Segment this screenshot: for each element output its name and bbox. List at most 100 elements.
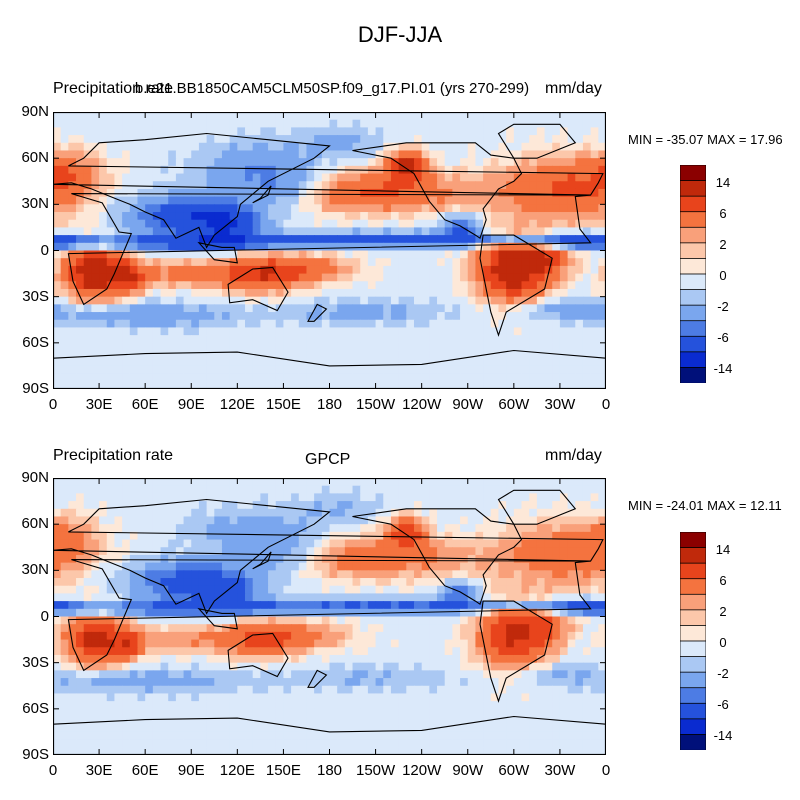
field-cell [168, 501, 177, 510]
field-cell [582, 485, 592, 494]
field-cell [275, 235, 285, 244]
field-cell [544, 624, 553, 633]
field-cell [390, 547, 400, 556]
field-cell [252, 685, 261, 695]
field-cell [383, 288, 392, 298]
field-cell [137, 242, 146, 252]
field-cell [83, 196, 92, 205]
field-cell [582, 327, 592, 336]
field-cell [221, 716, 231, 725]
field-cell [214, 601, 223, 610]
field-cell [60, 181, 69, 190]
field-cell [444, 708, 453, 718]
field-cell [367, 265, 377, 275]
field-cell [490, 708, 500, 718]
field-cell [91, 570, 100, 579]
field-cell [429, 127, 438, 136]
field-cell [129, 678, 139, 687]
field-cell [444, 662, 453, 671]
field-cell [91, 335, 100, 344]
field-cell [91, 235, 100, 244]
field-cell [268, 365, 277, 375]
field-cell [237, 327, 246, 336]
field-cell [76, 242, 85, 252]
field-cell [344, 708, 354, 718]
field-cell [398, 358, 407, 367]
field-cell [506, 204, 515, 213]
field-cell [221, 135, 231, 144]
field-cell [321, 227, 331, 236]
field-cell [513, 585, 523, 595]
field-cell [444, 188, 453, 198]
field-cell [298, 716, 308, 725]
field-cell [152, 585, 162, 595]
field-cell [490, 127, 500, 136]
field-cell [598, 235, 606, 244]
field-cell [398, 554, 407, 564]
field-cell [598, 608, 606, 618]
field-cell [106, 281, 116, 290]
panel2-left-title: Precipitation rate [53, 447, 174, 464]
field-cell [582, 165, 592, 175]
field-cell [521, 570, 530, 579]
field-cell [168, 250, 177, 259]
field-cell [529, 365, 538, 375]
field-cell [245, 188, 254, 198]
field-cell [467, 181, 477, 190]
field-cell [567, 242, 576, 252]
field-cell [298, 250, 308, 259]
field-cell [99, 678, 108, 687]
field-cell [367, 119, 377, 128]
field-cell [252, 150, 261, 159]
field-cell [229, 678, 238, 687]
field-cell [329, 319, 338, 329]
field-cell [175, 639, 185, 648]
field-cell [598, 227, 606, 236]
field-cell [152, 258, 162, 267]
field-cell [268, 724, 277, 733]
field-cell [206, 258, 215, 267]
field-cell [106, 165, 116, 175]
field-cell [452, 135, 461, 144]
field-cell [429, 654, 438, 664]
field-cell [160, 501, 169, 510]
field-cell [390, 624, 400, 633]
field-cell [152, 608, 162, 618]
field-cell [283, 639, 292, 648]
field-cell [114, 196, 123, 205]
field-cell [252, 250, 261, 259]
field-cell [475, 242, 484, 252]
field-cell [152, 493, 162, 502]
field-cell [314, 188, 323, 198]
field-cell [99, 265, 108, 275]
field-cell [291, 485, 300, 494]
field-cell [221, 616, 231, 625]
field-cell [513, 701, 523, 710]
field-cell [329, 381, 338, 389]
panel2-right-title: mm/day [545, 447, 602, 464]
field-cell [429, 678, 438, 687]
field-cell [413, 227, 423, 236]
field-cell [444, 624, 453, 633]
field-cell [452, 693, 461, 702]
field-cell [160, 693, 169, 702]
field-cell [306, 508, 315, 518]
field-cell [298, 531, 308, 541]
field-cell [575, 570, 584, 579]
field-cell [314, 678, 323, 687]
field-cell [245, 716, 254, 725]
field-cell [567, 662, 576, 671]
field-cell [191, 501, 200, 510]
field-cell [467, 373, 477, 382]
field-cell [68, 562, 77, 571]
field-cell [198, 670, 208, 679]
field-cell [268, 281, 277, 290]
field-cell [544, 158, 553, 167]
field-cell [229, 281, 238, 290]
field-cell [429, 516, 438, 525]
field-cell [83, 670, 92, 679]
field-cell [529, 227, 538, 236]
field-cell [114, 616, 123, 625]
field-cell [429, 242, 438, 252]
field-cell [452, 478, 461, 487]
